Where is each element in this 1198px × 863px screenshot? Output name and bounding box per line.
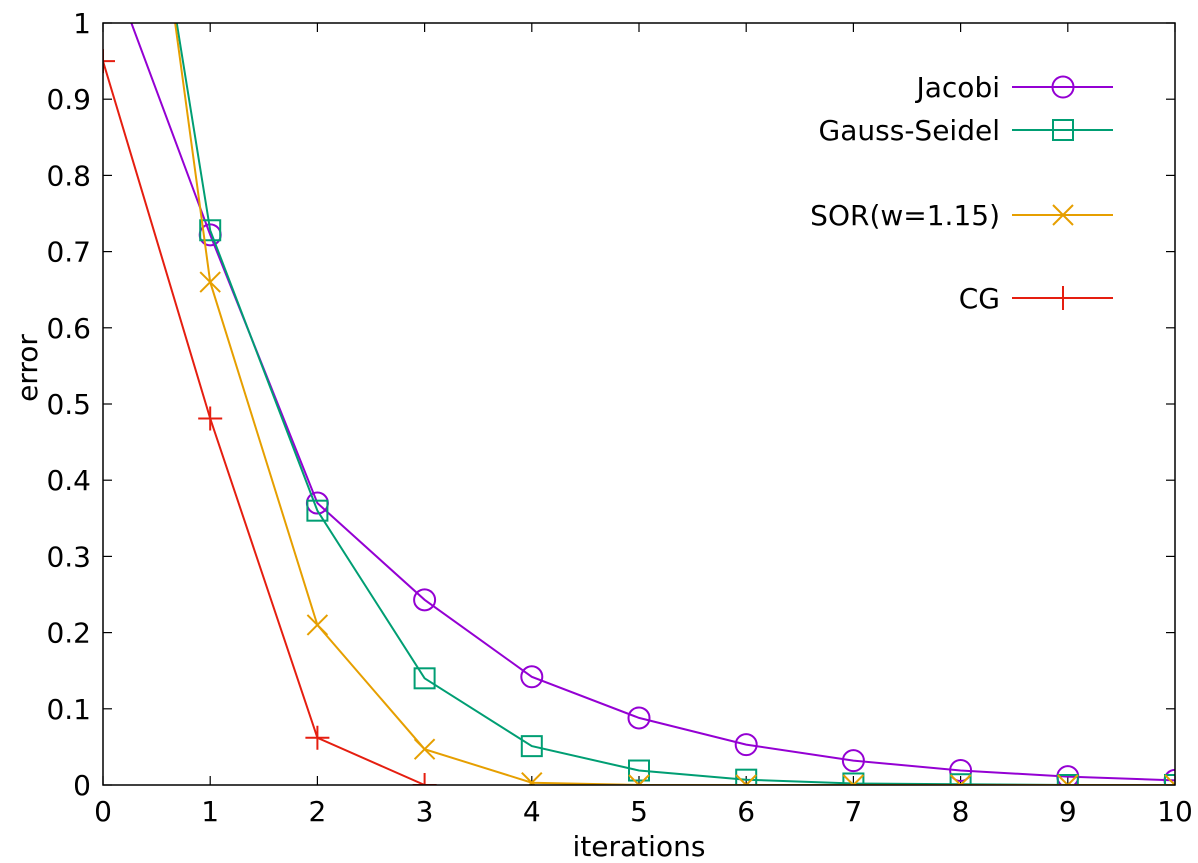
legend-label: SOR(w=1.15) [810,199,1000,232]
data-point [413,667,436,690]
y-tick-label: 0.6 [46,312,91,345]
y-tick-label: 0.3 [46,540,91,573]
data-point [103,49,115,74]
legend-swatch-marker [1051,286,1075,310]
data-point [949,759,973,783]
y-tick-label: 0.7 [46,236,91,269]
data-point [842,772,865,785]
x-tick-label: 3 [416,795,434,828]
legend-label: CG [959,282,1000,315]
series [174,23,1175,785]
y-axis-title: error [11,334,44,402]
x-tick-label: 9 [1059,795,1077,828]
data-point [628,774,650,785]
data-point [199,271,221,293]
x-tick-label: 2 [308,795,326,828]
x-tick-label: 7 [844,795,862,828]
x-tick-label: 6 [737,795,755,828]
x-tick-label: 1 [201,795,219,828]
legend-swatch-marker [1052,204,1074,226]
data-point [627,706,651,730]
series [103,49,437,785]
y-tick-label: 0.1 [46,693,91,726]
plot-frame [102,22,1176,786]
x-axis-title: iterations [573,830,706,863]
data-point [735,774,757,785]
legend-swatch-marker [1051,75,1075,99]
data-point [198,406,223,431]
data-point [306,614,329,636]
data-point [1164,774,1175,785]
data-point [412,773,437,785]
legend-label: Jacobi [915,71,1001,104]
x-tick-label: 0 [94,795,112,828]
series-line [103,60,426,785]
y-tick-label: 0.9 [46,83,91,116]
series-line [174,23,1175,785]
legend-swatch-marker [1052,119,1074,141]
data-point [1057,774,1079,785]
ticks-layer: 0 1 2 3 4 5 6 7 8 9 10 0 0.1 0.2 0.3 0.4 0.5 0.6 0.7 0.8 0.9… [46,7,1192,828]
x-tick-label: 10 [1157,795,1193,828]
data-point [413,738,436,760]
y-tick-label: 0.8 [46,159,91,192]
y-tick-label: 0 [73,769,91,802]
data-point [949,774,972,785]
x-tick-label: 4 [523,795,541,828]
data-point [520,665,544,689]
y-tick-label: 0.5 [46,388,91,421]
data-point [842,774,865,785]
legend: Jacobi Gauss-Seidel SOR(w=1.15) CG [810,71,1113,315]
data-point [628,759,650,782]
x-tick-label: 5 [630,795,648,828]
data-point [521,772,543,785]
series-line [130,23,1175,782]
data-point [841,749,865,773]
y-tick-label: 0.4 [46,464,91,497]
data-point [1056,774,1079,785]
legend-label: Gauss-Seidel [819,114,1000,147]
data-point [413,588,437,612]
x-tick-label: 8 [952,795,970,828]
data-point [199,219,222,242]
data-point [305,725,330,750]
data-point [735,768,758,785]
data-point [306,499,329,522]
y-tick-label: 1 [73,7,91,40]
data-point [734,733,758,757]
data-point [520,735,543,758]
y-tick-label: 0.2 [46,617,91,650]
